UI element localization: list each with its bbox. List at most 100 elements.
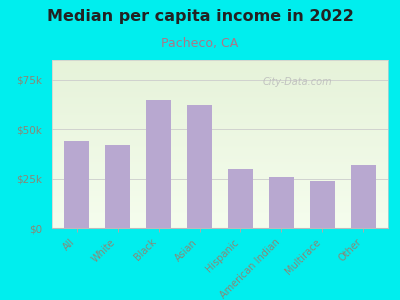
- Bar: [52, 183, 388, 184]
- Bar: [52, 71, 388, 72]
- Bar: [52, 133, 388, 134]
- Bar: [52, 75, 388, 76]
- Bar: [52, 104, 388, 105]
- Bar: [52, 82, 388, 83]
- Bar: [52, 123, 388, 124]
- Bar: [52, 152, 388, 153]
- Bar: [52, 182, 388, 183]
- Bar: [52, 158, 388, 159]
- Bar: [52, 147, 388, 148]
- Bar: [52, 217, 388, 218]
- Bar: [187, 106, 212, 228]
- Bar: [228, 169, 253, 228]
- Bar: [52, 125, 388, 126]
- Bar: [146, 100, 171, 228]
- Bar: [52, 154, 388, 155]
- Bar: [52, 144, 388, 145]
- Bar: [52, 141, 388, 142]
- Bar: [52, 196, 388, 198]
- Bar: [52, 117, 388, 118]
- Bar: [52, 173, 388, 174]
- Bar: [52, 77, 388, 78]
- Bar: [52, 180, 388, 181]
- Bar: [52, 106, 388, 107]
- Bar: [52, 169, 388, 170]
- Bar: [52, 188, 388, 189]
- Bar: [52, 181, 388, 182]
- Bar: [52, 222, 388, 224]
- Bar: [52, 172, 388, 173]
- Bar: [52, 67, 388, 68]
- Bar: [52, 194, 388, 196]
- Bar: [52, 81, 388, 83]
- Bar: [269, 177, 294, 228]
- Bar: [52, 155, 388, 156]
- Bar: [52, 64, 388, 66]
- Bar: [52, 105, 388, 106]
- Bar: [52, 189, 388, 190]
- Bar: [52, 208, 388, 209]
- Bar: [52, 66, 388, 67]
- Bar: [52, 187, 388, 188]
- Bar: [52, 216, 388, 217]
- Bar: [52, 199, 388, 200]
- Bar: [52, 116, 388, 117]
- Bar: [52, 90, 388, 92]
- Bar: [52, 88, 388, 89]
- Bar: [52, 151, 388, 152]
- Bar: [52, 213, 388, 214]
- Bar: [52, 107, 388, 108]
- Bar: [52, 110, 388, 112]
- Bar: [351, 165, 376, 228]
- Bar: [52, 100, 388, 101]
- Bar: [52, 134, 388, 135]
- Bar: [52, 174, 388, 175]
- Bar: [52, 176, 388, 178]
- Bar: [52, 76, 388, 77]
- Bar: [52, 132, 388, 133]
- Bar: [52, 138, 388, 140]
- Bar: [52, 70, 388, 71]
- Bar: [52, 161, 388, 162]
- Bar: [52, 165, 388, 166]
- Bar: [52, 170, 388, 171]
- Bar: [52, 150, 388, 151]
- Bar: [52, 198, 388, 199]
- Bar: [52, 185, 388, 187]
- Bar: [52, 191, 388, 192]
- Bar: [52, 68, 388, 69]
- Bar: [52, 121, 388, 122]
- Bar: [52, 164, 388, 165]
- Bar: [52, 135, 388, 136]
- Bar: [52, 221, 388, 222]
- Bar: [52, 214, 388, 216]
- Bar: [52, 86, 388, 87]
- Bar: [52, 224, 388, 225]
- Bar: [52, 201, 388, 202]
- Bar: [52, 98, 388, 99]
- Bar: [52, 108, 388, 109]
- Bar: [52, 136, 388, 137]
- Bar: [52, 80, 388, 81]
- Text: Pacheco, CA: Pacheco, CA: [161, 38, 239, 50]
- Bar: [52, 210, 388, 211]
- Bar: [52, 115, 388, 116]
- Bar: [52, 225, 388, 226]
- Bar: [52, 193, 388, 194]
- Bar: [52, 69, 388, 70]
- Bar: [52, 171, 388, 172]
- Bar: [52, 162, 388, 163]
- Bar: [52, 145, 388, 146]
- Bar: [52, 103, 388, 104]
- Bar: [52, 143, 388, 144]
- Bar: [52, 211, 388, 212]
- Bar: [52, 61, 388, 62]
- Bar: [52, 109, 388, 110]
- Bar: [52, 128, 388, 129]
- Bar: [52, 101, 388, 103]
- Bar: [52, 146, 388, 147]
- Bar: [52, 94, 388, 95]
- Bar: [52, 124, 388, 125]
- Bar: [52, 118, 388, 119]
- Bar: [52, 85, 388, 86]
